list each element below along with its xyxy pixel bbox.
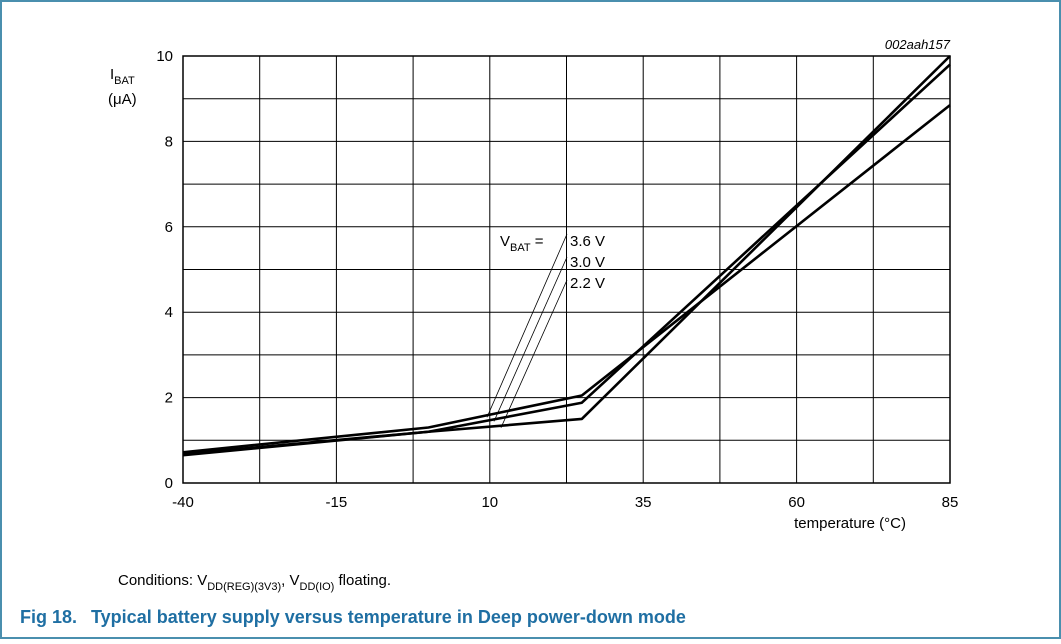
series-line bbox=[182, 55, 951, 457]
caption-text: Typical battery supply versus temperatur… bbox=[91, 607, 686, 627]
legend-label: 3.0 V bbox=[570, 254, 605, 271]
x-tick-label: 85 bbox=[942, 494, 959, 511]
y-tick-label: 4 bbox=[165, 304, 173, 321]
legend-title-sub: BAT bbox=[510, 242, 531, 254]
legend-label: 3.6 V bbox=[570, 233, 605, 250]
x-tick-label: -15 bbox=[326, 494, 348, 511]
conditions-sub: DD(IO) bbox=[300, 581, 335, 593]
conditions-tail: floating. bbox=[334, 572, 391, 589]
x-tick-label: 10 bbox=[481, 494, 498, 511]
y-tick-label: 2 bbox=[165, 390, 173, 407]
x-tick-label: 35 bbox=[635, 494, 652, 511]
leader-line bbox=[486, 233, 568, 418]
leader-line bbox=[500, 279, 568, 428]
caption: Fig 18. Typical battery supply versus tem… bbox=[20, 607, 686, 627]
plot-frame bbox=[182, 55, 951, 484]
x-tick-label: -40 bbox=[172, 494, 194, 511]
leader-line bbox=[493, 256, 568, 422]
y-tick-label: 0 bbox=[165, 475, 173, 492]
conditions-sub: DD(REG)(3V3) bbox=[207, 581, 281, 593]
y-tick-label: 8 bbox=[165, 133, 173, 150]
caption-number: Fig 18. bbox=[20, 607, 77, 627]
x-tick-label: 60 bbox=[788, 494, 805, 511]
legend-title: VBAT = bbox=[500, 233, 544, 254]
series-line bbox=[182, 104, 951, 454]
y-label-main: I bbox=[110, 66, 114, 83]
y-tick-label: 10 bbox=[156, 48, 173, 65]
legend-title-tail: = bbox=[531, 233, 544, 250]
conditions: Conditions: VDD(REG)(3V3), VDD(IO) float… bbox=[118, 572, 391, 593]
x-axis-label: temperature (°C) bbox=[794, 515, 906, 532]
y-axis-unit: (μA) bbox=[108, 91, 137, 108]
legend-title-main: V bbox=[500, 233, 510, 250]
figure-id: 002aah157 bbox=[885, 37, 951, 52]
y-axis-label: IBAT bbox=[110, 66, 135, 87]
conditions-lead: Conditions: V bbox=[118, 572, 207, 589]
y-tick-label: 6 bbox=[165, 219, 173, 236]
y-label-sub: BAT bbox=[114, 75, 135, 87]
conditions-mid: , V bbox=[281, 572, 299, 589]
legend-label: 2.2 V bbox=[570, 275, 605, 292]
